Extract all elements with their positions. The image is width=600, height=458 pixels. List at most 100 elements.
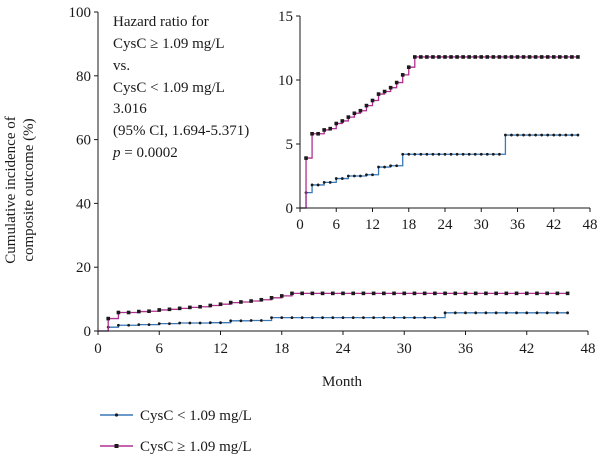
- main-point-cysc-low: [484, 311, 488, 315]
- main-point-cysc-low: [372, 316, 376, 320]
- inset-point-cysc-low: [377, 165, 380, 169]
- inset-y-tick-label: 0: [286, 201, 294, 217]
- main-point-cysc-low: [300, 316, 304, 320]
- inset-x-tick-label: 12: [365, 217, 380, 233]
- legend-label-cysc-high: CysC ≥ 1.09 mg/L: [140, 439, 252, 455]
- main-x-tick-label: 0: [94, 341, 102, 357]
- main-point-cysc-low: [504, 311, 508, 315]
- inset-point-cysc-high: [467, 55, 471, 59]
- main-x-tick-label: 42: [519, 341, 534, 357]
- main-point-cysc-high: [249, 299, 253, 303]
- inset-point-cysc-low: [401, 152, 405, 156]
- inset-point-cysc-low: [576, 133, 580, 137]
- main-series-line-cysc-low: [98, 312, 568, 332]
- inset-point-cysc-low: [455, 152, 459, 156]
- inset-y-tick-label: 5: [286, 137, 294, 153]
- inset-point-cysc-high: [533, 55, 538, 59]
- main-x-tick-label: 18: [274, 341, 289, 357]
- main-point-cysc-high: [351, 291, 356, 296]
- main-point-cysc-high: [514, 291, 519, 296]
- inset-point-cysc-high: [322, 128, 326, 132]
- main-point-cysc-low: [341, 316, 345, 320]
- inset-point-cysc-high: [346, 115, 351, 119]
- main-point-cysc-low: [219, 321, 222, 325]
- main-point-cysc-high: [565, 291, 570, 296]
- inset-point-cysc-high: [437, 55, 441, 59]
- inset-plot: 0 6 12 18 24 30 36 42 48 0 5 10 15: [278, 9, 598, 233]
- inset-point-cysc-low: [479, 152, 483, 156]
- main-point-cysc-high: [300, 291, 304, 296]
- inset-point-cysc-low: [570, 133, 574, 137]
- inset-x-tick-label: 24: [438, 217, 454, 233]
- main-y-tick-label: 100: [69, 5, 92, 21]
- main-point-cysc-low: [555, 311, 559, 315]
- inset-point-cysc-low: [564, 133, 568, 137]
- inset-point-cysc-high: [382, 89, 387, 94]
- inset-point-cysc-high: [358, 108, 363, 113]
- main-point-cysc-high: [402, 291, 407, 296]
- inset-y-tick-label: 10: [278, 73, 293, 89]
- main-point-cysc-low: [168, 322, 171, 326]
- inset-point-cysc-high: [400, 73, 405, 77]
- inset-point-cysc-low: [346, 174, 350, 178]
- main-point-cysc-high: [545, 291, 549, 296]
- inset-point-cysc-low: [461, 152, 465, 156]
- inset-point-cysc-high: [443, 55, 447, 59]
- main-point-cysc-high: [198, 304, 202, 309]
- y-axis-title-line-1: Cumulative incidence of: [3, 116, 19, 263]
- inset-point-cysc-high: [491, 55, 496, 59]
- legend-marker-cysc-low: [114, 413, 119, 417]
- main-point-cysc-high: [361, 291, 366, 296]
- inset-point-cysc-high: [419, 55, 423, 59]
- inset-point-cysc-high: [485, 55, 490, 59]
- inset-point-cysc-high: [473, 55, 478, 59]
- inset-point-cysc-high: [570, 55, 574, 59]
- main-point-cysc-high: [188, 305, 192, 310]
- main-point-cysc-low: [535, 311, 539, 315]
- main-point-cysc-low: [474, 311, 478, 315]
- annotation-p-value: p = 0.0002: [112, 145, 178, 161]
- inset-x-tick-label: 48: [583, 217, 598, 233]
- main-point-cysc-high: [259, 297, 264, 302]
- legend-label-cysc-low: CysC < 1.09 mg/L: [140, 408, 252, 424]
- main-point-cysc-high: [116, 310, 121, 315]
- inset-point-cysc-low: [540, 133, 544, 137]
- inset-point-cysc-high: [310, 131, 314, 136]
- main-point-cysc-high: [422, 291, 427, 296]
- inset-point-cysc-low: [419, 152, 423, 156]
- inset-point-cysc-low: [510, 133, 513, 137]
- inset-x-tick-label: 30: [474, 217, 489, 233]
- main-point-cysc-high: [137, 309, 141, 314]
- main-point-cysc-low: [545, 311, 549, 315]
- main-point-cysc-high: [177, 306, 182, 311]
- inset-point-cysc-high: [388, 85, 393, 90]
- inset-point-cysc-low: [504, 133, 507, 137]
- main-point-cysc-high: [157, 308, 162, 312]
- inset-point-cysc-high: [394, 80, 399, 85]
- p-label: p: [112, 145, 121, 161]
- inset-point-cysc-high: [564, 55, 568, 59]
- inset-point-cysc-low: [383, 165, 386, 169]
- inset-point-cysc-high: [328, 126, 333, 131]
- inset-point-cysc-high: [497, 55, 502, 59]
- inset-point-cysc-high: [370, 98, 375, 103]
- main-point-cysc-high: [392, 291, 396, 296]
- inset-point-cysc-low: [352, 174, 356, 178]
- main-point-cysc-low: [208, 321, 212, 325]
- main-point-cysc-high: [279, 294, 284, 298]
- main-point-cysc-high: [310, 291, 315, 296]
- main-point-cysc-high: [228, 300, 233, 305]
- main-x-tick-label: 12: [213, 341, 228, 357]
- inset-point-cysc-high: [376, 92, 381, 96]
- main-point-cysc-high: [382, 291, 386, 296]
- main-x-tick-label: 30: [397, 341, 412, 357]
- inset-point-cysc-low: [334, 177, 338, 180]
- inset-point-cysc-low: [365, 173, 368, 177]
- legend-marker-cysc-high: [114, 444, 119, 448]
- main-y-tick-label: 80: [76, 69, 91, 85]
- main-y-tick-label: 20: [76, 260, 91, 276]
- inset-point-cysc-high: [503, 55, 508, 59]
- main-point-cysc-low: [351, 316, 355, 320]
- inset-point-cysc-high: [576, 55, 580, 59]
